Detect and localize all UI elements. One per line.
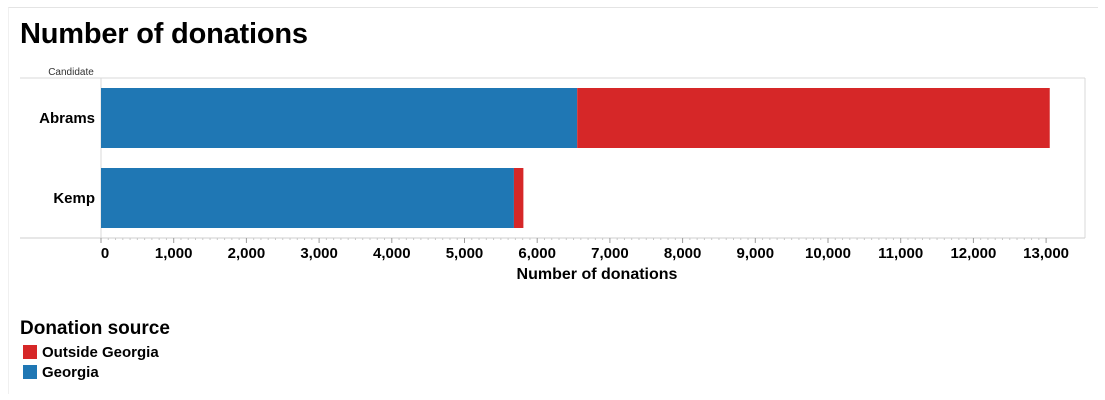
x-tick-label: 5,000 [446, 245, 484, 262]
legend-title: Donation source [20, 318, 170, 339]
chart-title: Number of donations [20, 18, 308, 50]
bar-kemp-georgia[interactable] [101, 168, 514, 228]
x-tick-label: 8,000 [664, 245, 702, 262]
row-header-label: Candidate [48, 67, 94, 78]
category-label-kemp: Kemp [53, 190, 95, 207]
bar-abrams-outside-georgia[interactable] [577, 88, 1050, 148]
x-tick-label: 9,000 [737, 245, 775, 262]
bar-abrams-georgia[interactable] [101, 88, 578, 148]
x-tick-label: 13,000 [1023, 245, 1069, 262]
x-tick-label: 3,000 [300, 245, 338, 262]
x-tick-label: 6,000 [518, 245, 556, 262]
bar-kemp-outside-georgia[interactable] [513, 168, 524, 228]
x-tick-label: 2,000 [228, 245, 266, 262]
x-tick-label: 0 [101, 245, 109, 262]
legend-item-georgia[interactable]: Georgia [20, 362, 170, 382]
x-tick-label: 4,000 [373, 245, 411, 262]
x-tick-label: 7,000 [591, 245, 629, 262]
x-tick-label: 12,000 [950, 245, 996, 262]
legend-label: Outside Georgia [42, 343, 159, 361]
chart-frame [8, 7, 1098, 394]
legend-label: Georgia [42, 363, 99, 381]
legend-item-outside-georgia[interactable]: Outside Georgia [20, 342, 170, 362]
x-axis-ticks: 0 1,000 2,000 3,000 4,000 5,000 6,000 7,000 8,00… [100, 238, 1069, 262]
bars-group [101, 88, 1050, 228]
legend-swatch-georgia [23, 365, 37, 379]
category-label-abrams: Abrams [39, 110, 95, 127]
x-tick-label: 11,000 [878, 245, 923, 262]
x-tick-label: 1,000 [155, 245, 193, 262]
x-axis-title: Number of donations [517, 266, 678, 283]
legend-swatch-outside-georgia [23, 345, 37, 359]
category-labels: Abrams Kemp [39, 110, 95, 207]
x-tick-label: 10,000 [805, 245, 851, 262]
bar-chart: Candidate Abrams Kemp 0 1,000 2,000 3,000 4,0… [20, 67, 1086, 283]
legend: Donation source Outside Georgia Georgia [20, 318, 170, 382]
